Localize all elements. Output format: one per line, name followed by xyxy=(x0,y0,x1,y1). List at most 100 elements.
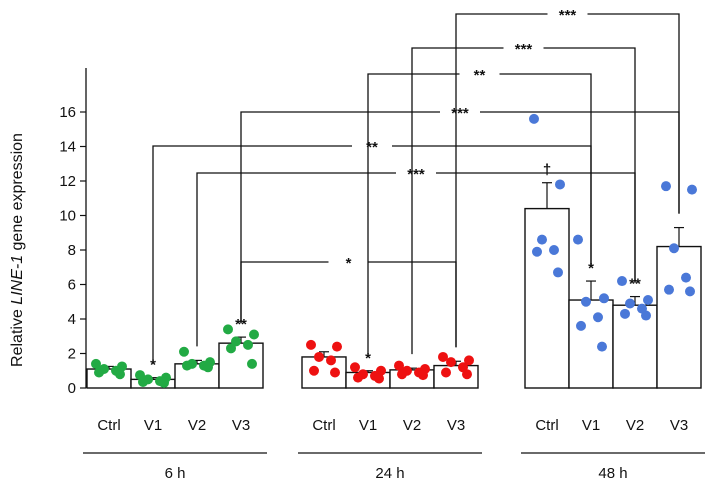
data-point xyxy=(353,372,363,383)
data-point xyxy=(182,360,192,371)
category-label: V2 xyxy=(403,417,421,434)
category-label: Ctrl xyxy=(312,417,335,434)
y-tick-label: 12 xyxy=(59,173,76,190)
data-point xyxy=(249,329,259,340)
data-point xyxy=(309,365,319,376)
data-point xyxy=(593,312,603,323)
data-point xyxy=(138,376,148,387)
data-point xyxy=(441,367,451,378)
data-point xyxy=(625,298,635,309)
bracket-label-bg xyxy=(396,164,436,180)
y-tick-label: 0 xyxy=(68,380,76,397)
significance-marker: ** xyxy=(629,276,641,293)
y-tick-label: 16 xyxy=(59,104,76,121)
comparison-label: *** xyxy=(407,166,425,183)
bracket-label-bg xyxy=(440,103,480,119)
data-point xyxy=(464,355,474,366)
significance-marker: * xyxy=(365,350,371,367)
bracket-label-bg xyxy=(459,65,500,81)
comparison-brackets: ***************** xyxy=(152,5,680,364)
y-tick-label: 14 xyxy=(59,139,76,156)
data-point xyxy=(620,308,630,319)
group-label: 48 h xyxy=(598,465,627,482)
data-point xyxy=(446,357,456,368)
data-point xyxy=(326,355,336,366)
data-point xyxy=(532,246,542,257)
comparison-bracket xyxy=(240,261,457,348)
category-label: Ctrl xyxy=(97,417,120,434)
y-axis: 0 2 4 6 8 10 12 14 16 xyxy=(59,68,87,397)
data-point xyxy=(91,358,101,369)
category-label: V3 xyxy=(447,417,465,434)
data-point xyxy=(661,181,671,192)
data-point xyxy=(664,284,674,295)
category-label: V1 xyxy=(582,417,600,434)
category-label: V1 xyxy=(144,417,162,434)
data-point xyxy=(669,243,679,254)
data-point xyxy=(643,295,653,306)
bracket-label-bg xyxy=(328,253,369,269)
data-point xyxy=(685,286,695,297)
y-tick-label: 4 xyxy=(68,311,76,328)
data-point xyxy=(350,362,360,373)
data-point xyxy=(573,234,583,245)
data-point xyxy=(641,310,651,321)
comparison-label: ** xyxy=(366,139,378,156)
data-point xyxy=(537,234,547,245)
data-point xyxy=(576,320,586,331)
data-point xyxy=(243,339,253,350)
data-point xyxy=(94,367,104,378)
significance-marker: * xyxy=(150,357,156,374)
y-tick-label: 8 xyxy=(68,242,76,259)
data-point xyxy=(681,272,691,283)
data-point xyxy=(555,179,565,190)
group-label: 24 h xyxy=(375,465,404,482)
data-point xyxy=(179,346,189,357)
data-point xyxy=(314,351,324,362)
data-point xyxy=(438,351,448,362)
y-tick-label: 10 xyxy=(59,208,76,225)
data-point xyxy=(374,373,384,384)
comparison-label: ** xyxy=(474,67,486,84)
category-label: V3 xyxy=(670,417,688,434)
category-labels: Ctrl * V1 V2 ** V3 6 h Ctrl * V1 V2 V3 24 h † Ctrl * V1 *… xyxy=(83,162,705,482)
comparison-label: *** xyxy=(559,7,577,24)
data-point xyxy=(203,362,213,373)
data-point xyxy=(397,369,407,380)
data-point xyxy=(687,184,697,195)
data-point xyxy=(159,377,169,388)
comparison-label: * xyxy=(346,255,352,272)
category-label: V3 xyxy=(232,417,250,434)
data-point xyxy=(599,293,609,304)
data-point xyxy=(223,324,233,335)
data-point xyxy=(226,343,236,354)
category-label: Ctrl xyxy=(535,417,558,434)
data-point xyxy=(617,276,627,287)
y-tick-label: 2 xyxy=(68,346,76,363)
data-point xyxy=(549,245,559,255)
y-tick-label: 6 xyxy=(68,277,76,294)
data-point xyxy=(247,358,257,369)
y-axis-label: Relative LINE-1 gene expression xyxy=(9,133,26,367)
bars xyxy=(86,182,702,389)
data-point xyxy=(115,369,125,380)
data-point xyxy=(529,113,539,124)
data-point xyxy=(330,367,340,378)
comparison-label: *** xyxy=(515,41,533,58)
category-label: V1 xyxy=(359,417,377,434)
data-points xyxy=(91,113,697,388)
data-point xyxy=(597,341,607,352)
group-label: 6 h xyxy=(165,465,186,482)
bar xyxy=(568,299,614,389)
data-point xyxy=(581,296,591,307)
bracket-label-bg xyxy=(503,39,544,55)
category-label: V2 xyxy=(188,417,206,434)
significance-marker: † xyxy=(543,162,551,179)
significance-marker: * xyxy=(588,260,594,277)
data-point xyxy=(462,369,472,380)
category-label: V2 xyxy=(626,417,644,434)
bracket-label-bg xyxy=(352,137,392,153)
comparison-label: *** xyxy=(451,105,469,122)
data-point xyxy=(231,336,241,347)
bar xyxy=(656,245,702,389)
